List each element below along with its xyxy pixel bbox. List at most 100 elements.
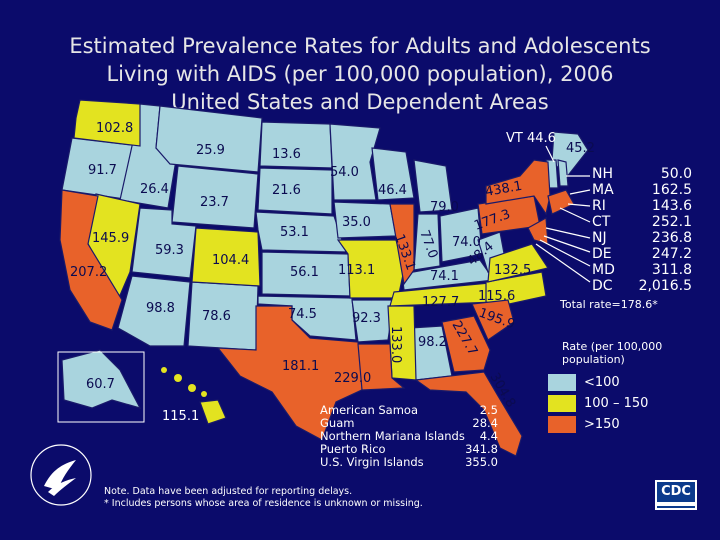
label-AK: 60.7 xyxy=(86,377,115,392)
ne-abbr: NH xyxy=(592,166,613,182)
legend-label: >150 xyxy=(584,417,620,432)
state-HI[interactable] xyxy=(199,399,227,425)
state-labels: 102.8 91.7 207.2 145.9 26.4 25.9 23.7 59… xyxy=(70,121,595,424)
label-LA: 229.0 xyxy=(334,371,371,386)
state-NC[interactable] xyxy=(485,271,547,307)
label-TN: 127.7 xyxy=(422,295,459,310)
label-NM: 78.6 xyxy=(202,309,231,324)
state-MN[interactable] xyxy=(329,123,381,201)
total-rate: Total rate=178.6* xyxy=(560,298,658,311)
ne-value: 252.1 xyxy=(651,214,692,230)
territory-name: U.S. Virgin Islands xyxy=(320,455,424,469)
state-MI[interactable] xyxy=(413,159,453,213)
ne-row: NJ 236.8 xyxy=(592,230,692,246)
state-AZ[interactable] xyxy=(117,275,191,347)
ne-value: 143.6 xyxy=(651,198,692,214)
label-NC: 115.6 xyxy=(478,289,515,304)
label-NV: 145.9 xyxy=(92,231,129,246)
label-SD: 21.6 xyxy=(272,183,301,198)
label-OK: 74.5 xyxy=(288,307,317,322)
legend-label: 100 – 150 xyxy=(584,396,649,411)
label-WI: 46.4 xyxy=(378,183,407,198)
ne-value: 50.0 xyxy=(660,166,692,182)
state-WY[interactable] xyxy=(171,165,259,229)
label-VA: 132.5 xyxy=(494,263,531,278)
label-MO: 113.1 xyxy=(338,263,375,278)
alaska-inset-frame xyxy=(57,351,145,423)
ne-value: 162.5 xyxy=(651,182,692,198)
state-VA[interactable] xyxy=(487,243,549,283)
state-AK[interactable] xyxy=(61,349,142,409)
territories-table: American Samoa 2.5 Guam 28.4 Northern Mari… xyxy=(320,404,498,469)
territory-name: Puerto Rico xyxy=(320,442,386,456)
territory-value: 4.4 xyxy=(479,429,498,443)
state-MT[interactable] xyxy=(155,105,263,173)
ne-abbr: RI xyxy=(592,198,606,214)
territory-name: Northern Mariana Islands xyxy=(320,429,465,443)
label-NE: 53.1 xyxy=(280,225,309,240)
ne-row: RI 143.6 xyxy=(592,198,692,214)
label-CO: 104.4 xyxy=(212,253,249,268)
territory-name: American Samoa xyxy=(320,403,419,417)
label-WY: 23.7 xyxy=(200,195,229,210)
state-SD[interactable] xyxy=(257,167,333,215)
ne-row: DE 247.2 xyxy=(592,246,692,262)
label-KY: 74.1 xyxy=(430,269,459,284)
state-SC[interactable] xyxy=(471,299,515,341)
territory-row: U.S. Virgin Islands 355.0 xyxy=(320,456,498,469)
note-line-1: Note. Data have been adjusted for report… xyxy=(104,486,353,497)
label-OH: 74.0 xyxy=(452,235,481,250)
hhs-logo xyxy=(26,440,96,514)
ne-row: NH 50.0 xyxy=(592,166,692,182)
label-ME: 45.2 xyxy=(566,141,595,156)
label-WA: 102.8 xyxy=(96,121,133,136)
territory-row: Northern Mariana Islands 4.4 xyxy=(320,430,498,443)
label-AL: 98.2 xyxy=(418,335,447,350)
legend-swatch-low xyxy=(548,374,576,391)
state-IN[interactable] xyxy=(413,213,441,271)
ne-row: MD 311.8 xyxy=(592,262,692,278)
ne-abbr: NJ xyxy=(592,230,607,246)
legend-swatch-mid xyxy=(548,395,576,412)
ne-value: 2,016.5 xyxy=(638,278,692,294)
label-MS: 133.0 xyxy=(388,326,403,363)
hawaii-islands xyxy=(161,367,207,397)
state-LA[interactable] xyxy=(357,343,406,391)
state-GA[interactable] xyxy=(441,315,491,373)
state-CA[interactable] xyxy=(59,189,123,331)
ne-row: DC 2,016.5 xyxy=(592,278,692,294)
state-FL[interactable] xyxy=(414,371,523,457)
legend-swatch-high xyxy=(548,416,576,433)
label-MT: 25.9 xyxy=(196,143,225,158)
territory-value: 2.5 xyxy=(479,403,498,417)
territory-value: 341.8 xyxy=(465,442,498,456)
label-TX: 181.1 xyxy=(282,359,319,374)
northeast-table: NH 50.0 MA 162.5 RI 143.6 CT 252.1 NJ 236.8 D… xyxy=(592,166,692,294)
state-CO[interactable] xyxy=(191,227,261,287)
high-rate-states xyxy=(59,159,575,457)
state-UT[interactable] xyxy=(131,207,197,279)
ne-value: 247.2 xyxy=(651,246,692,262)
label-OR: 91.7 xyxy=(88,163,117,178)
ne-abbr: MD xyxy=(592,262,615,278)
label-NY: 438.1 xyxy=(484,179,523,200)
state-WI[interactable] xyxy=(371,147,415,201)
low-rate-states xyxy=(61,103,589,409)
state-IL[interactable] xyxy=(389,203,415,286)
state-NH[interactable] xyxy=(557,159,569,187)
legend-title: Rate (per 100,000 population) xyxy=(562,340,663,366)
territory-value: 355.0 xyxy=(465,455,498,469)
title-line-1: Estimated Prevalence Rates for Adults an… xyxy=(69,34,651,58)
state-TX[interactable] xyxy=(216,305,367,441)
ne-abbr: MA xyxy=(592,182,614,198)
state-NE[interactable] xyxy=(255,211,347,253)
state-WA[interactable] xyxy=(73,99,141,147)
legend-item-mid: 100 – 150 xyxy=(548,393,648,414)
ne-row: CT 252.1 xyxy=(592,214,692,230)
territory-name: Guam xyxy=(320,416,355,430)
title-line-3: United States and Dependent Areas xyxy=(171,90,549,114)
label-HI: 115.1 xyxy=(162,409,199,424)
state-AR[interactable] xyxy=(351,299,395,343)
legend-label: <100 xyxy=(584,375,620,390)
